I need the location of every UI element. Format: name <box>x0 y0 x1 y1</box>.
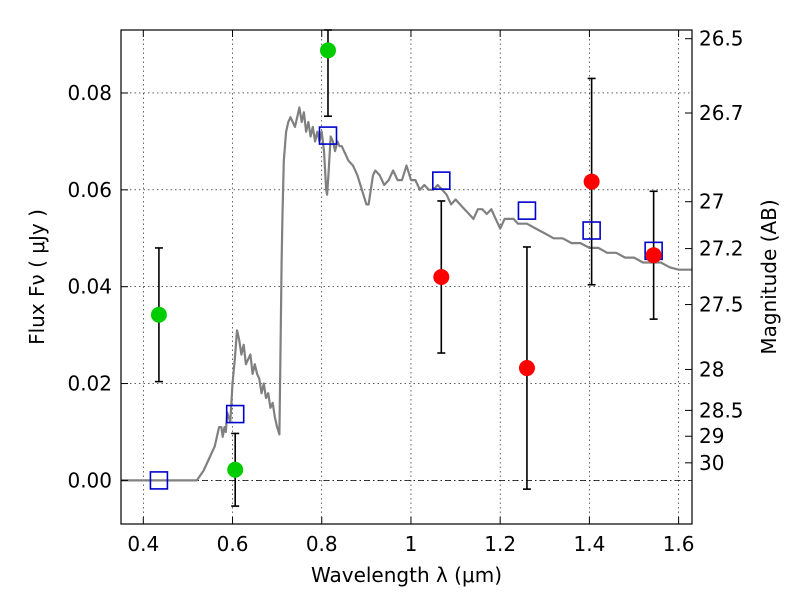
x-tick-label: 0.4 <box>127 532 159 556</box>
observed-flux-point <box>227 461 244 478</box>
marker-layer <box>149 42 663 490</box>
observed-flux-point <box>319 42 336 59</box>
y2-tick-label: 27.2 <box>699 237 744 261</box>
y2-tick-label: 27.5 <box>699 293 744 317</box>
y2-tick-label: 29 <box>699 424 724 448</box>
model-photometry-square <box>517 201 537 220</box>
observed-flux-point <box>645 247 662 264</box>
y-tick-label: 0.02 <box>67 372 112 396</box>
y2-tick-label: 28 <box>699 357 724 381</box>
observed-flux-point <box>433 269 450 285</box>
y2-axis-label: Magnitude (AB) <box>757 199 781 354</box>
y-tick-label: 0.04 <box>67 275 112 299</box>
x-tick-label: 1.6 <box>663 532 695 556</box>
y-tick-label: 0.00 <box>67 468 112 492</box>
observed-flux-point <box>150 306 167 323</box>
model-photometry-square <box>149 471 169 490</box>
y-tick-label: 0.08 <box>67 81 112 105</box>
x-tick-label: 1 <box>405 532 418 556</box>
x-axis-label: Wavelength λ (μm) <box>311 563 502 587</box>
y2-tick-label: 26.7 <box>699 101 744 125</box>
y2-tick-label: 26.5 <box>699 27 744 51</box>
y2-tick-label: 27 <box>699 190 724 214</box>
x-tick-label: 0.8 <box>306 532 338 556</box>
model-photometry-square <box>318 126 338 145</box>
x-tick-label: 1.2 <box>484 532 516 556</box>
sed-model-line <box>121 106 692 482</box>
y-axis-label: Flux Fν ( μJy ) <box>25 209 49 345</box>
model-photometry-square <box>225 404 245 424</box>
plot-frame <box>120 29 693 525</box>
y-tick-label: 0.06 <box>67 178 112 202</box>
model-photometry-square <box>431 171 451 190</box>
observed-flux-point <box>583 173 600 190</box>
ticks-layer: 0.4 0.6 0.8 1 1.2 1.4 1.6 0.00 0.02 0.04 0.06 0.08 2… <box>67 27 743 556</box>
y2-tick-label: 28.5 <box>699 398 744 422</box>
y2-tick-label: 30 <box>699 451 724 475</box>
x-tick-label: 1.4 <box>573 532 605 556</box>
observed-flux-point <box>518 360 535 377</box>
model-photometry-square <box>582 221 601 240</box>
x-tick-label: 0.6 <box>217 532 249 556</box>
sed-line-layer <box>121 106 692 482</box>
